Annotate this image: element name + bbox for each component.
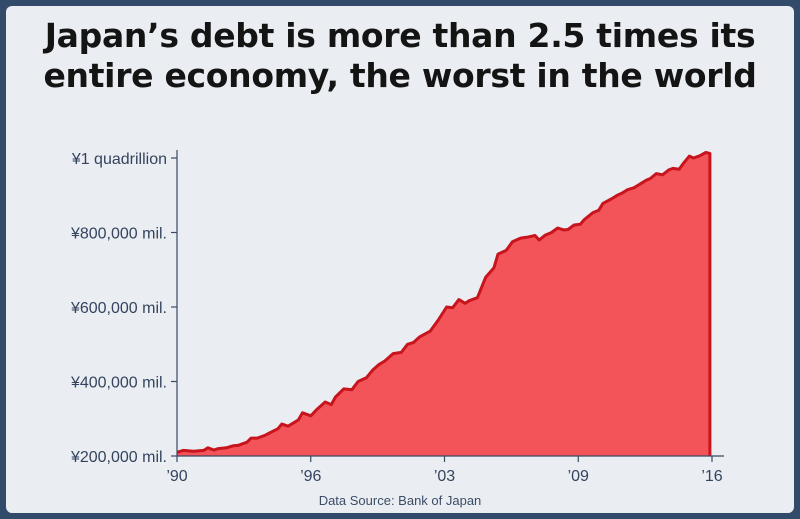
chart-title-line-2: entire economy, the worst in the world: [43, 56, 757, 95]
y-tick-label: ¥200,000 mil.: [70, 449, 167, 466]
debt-series-line: [176, 150, 712, 456]
data-source-note: Data Source: Bank of Japan: [318, 493, 482, 508]
debt-area-fill: [177, 152, 710, 456]
chart-title: Japan’s debt is more than 2.5 times its …: [0, 16, 800, 96]
x-tick-label: ’03: [434, 468, 455, 485]
chart-title-line-1: Japan’s debt is more than 2.5 times its: [44, 16, 756, 55]
x-tick-label: ’96: [300, 468, 321, 485]
y-tick-label: ¥800,000 mil.: [70, 226, 167, 243]
y-tick-label: ¥600,000 mil.: [70, 300, 167, 317]
y-tick-label: ¥400,000 mil.: [70, 375, 167, 392]
x-tick-label: ’16: [701, 468, 722, 485]
x-tick-label: ’09: [568, 468, 589, 485]
x-tick-label: ’90: [166, 468, 187, 485]
y-tick-label: ¥1 quadrillion: [71, 151, 167, 168]
